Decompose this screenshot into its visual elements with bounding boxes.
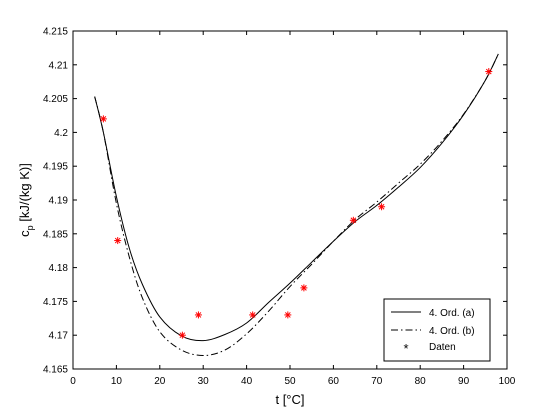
data-point	[349, 216, 357, 224]
legend-label-series-b: 4. Ord. (b)	[429, 326, 475, 337]
data-point	[300, 284, 308, 292]
x-tick-label: 80	[415, 376, 427, 387]
y-tick-label: 4.185	[43, 229, 68, 240]
y-axis-ticks: 4.165 4.17 4.175 4.18 4.185 4.19 4.195 4.2 4.205…	[43, 27, 507, 376]
data-point	[485, 68, 493, 76]
legend-label-data: Daten	[429, 342, 456, 353]
data-point	[178, 331, 186, 339]
x-tick-label: 90	[458, 376, 470, 387]
y-tick-label: 4.205	[43, 94, 68, 105]
series-line-a	[94, 53, 499, 342]
x-tick-label: 100	[499, 376, 516, 387]
y-tick-label: 4.215	[43, 27, 68, 38]
data-markers	[99, 68, 493, 339]
data-point	[284, 311, 292, 319]
data-point	[249, 311, 257, 319]
y-tick-label: 4.2	[54, 128, 68, 139]
y-tick-label: 4.19	[49, 196, 69, 207]
y-tick-label: 4.165	[43, 365, 68, 376]
legend-label-series-a: 4. Ord. (a)	[429, 308, 475, 319]
y-axis-label-rest: [kJ/(kg K)]	[17, 163, 32, 225]
x-tick-label: 70	[371, 376, 383, 387]
y-tick-label: 4.195	[43, 162, 68, 173]
x-tick-label: 10	[111, 376, 123, 387]
x-axis-label: t [°C]	[275, 392, 304, 407]
x-tick-label: 60	[328, 376, 340, 387]
x-tick-label: 50	[284, 376, 296, 387]
data-point	[114, 237, 122, 245]
series-line-b	[94, 53, 499, 356]
x-tick-label: 0	[70, 376, 76, 387]
legend: 4. Ord. (a) 4. Ord. (b) * Daten	[383, 298, 491, 362]
x-tick-label: 30	[198, 376, 210, 387]
x-tick-label: 20	[154, 376, 166, 387]
data-point	[99, 115, 107, 123]
data-point	[194, 311, 202, 319]
legend-swatch-marker: *	[403, 341, 408, 356]
y-axis-label-main: c	[17, 230, 32, 237]
data-point	[378, 203, 386, 211]
y-axis-label-sub: p	[25, 225, 35, 230]
x-axis-ticks: 0 10 20 30 40 50 60 70 80 90 100	[70, 31, 516, 387]
y-tick-label: 4.18	[49, 263, 69, 274]
x-tick-label: 40	[241, 376, 253, 387]
y-axis-label: cp [kJ/(kg K)]	[17, 163, 35, 237]
y-tick-label: 4.21	[49, 60, 69, 71]
y-tick-label: 4.175	[43, 297, 68, 308]
series-curves	[94, 53, 499, 356]
y-tick-label: 4.17	[49, 331, 69, 342]
